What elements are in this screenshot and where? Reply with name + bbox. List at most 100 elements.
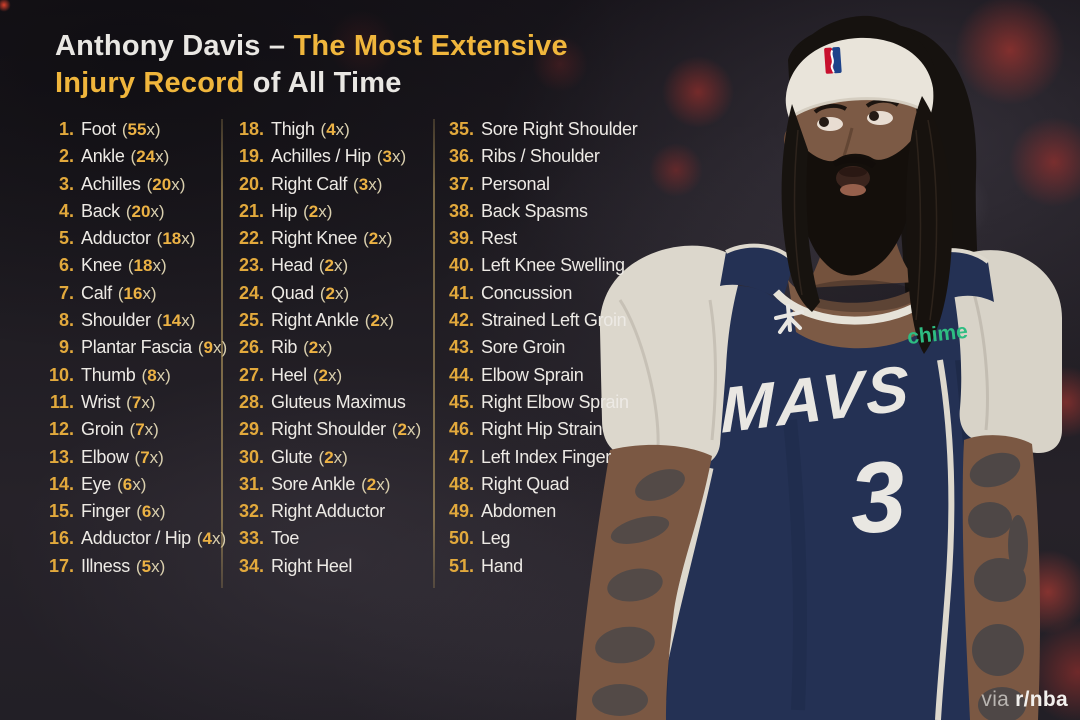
beard xyxy=(795,134,917,276)
injury-number: 37. xyxy=(448,173,474,194)
title-part-2: The Most Extensive xyxy=(293,30,568,62)
injury-item: 21. Hip (2x) xyxy=(236,201,421,228)
injury-item: 23. Head (2x) xyxy=(236,255,421,282)
injury-item: 12. Groin (7x) xyxy=(46,419,227,446)
injury-label: Rib xyxy=(271,337,298,358)
injury-number: 18. xyxy=(238,119,264,139)
injury-number: 10. xyxy=(48,364,74,385)
injury-label: Finger xyxy=(81,501,131,522)
title-part-1: Anthony Davis – xyxy=(55,30,294,62)
injury-number: 21. xyxy=(238,200,264,221)
injury-item: 45. Right Elbow Sprain xyxy=(446,392,637,419)
injury-number: 2. xyxy=(58,146,74,167)
injury-label: Right Quad xyxy=(481,473,570,494)
injury-label: Hip xyxy=(271,200,298,221)
injury-label: Leg xyxy=(481,528,511,549)
injury-label: Adductor / Hip xyxy=(81,528,191,549)
injury-count: (6x) xyxy=(117,474,147,494)
credit-prefix: via xyxy=(981,688,1010,711)
injury-count: (2x) xyxy=(319,283,350,303)
injury-label: Ribs / Shoulder xyxy=(481,146,600,167)
injury-number: 26. xyxy=(238,337,264,358)
injury-number: 9. xyxy=(58,337,74,358)
injury-item: 42. Strained Left Groin xyxy=(446,310,637,337)
injury-item: 1. Foot (55x) xyxy=(46,119,227,146)
injury-number: 13. xyxy=(48,446,74,467)
injury-count: (2x) xyxy=(361,474,391,494)
injury-number: 46. xyxy=(448,419,474,440)
injury-item: 36. Ribs / Shoulder xyxy=(446,146,637,173)
injury-number: 25. xyxy=(238,310,264,331)
injury-number: 28. xyxy=(238,391,264,412)
injury-item: 30. Glute (2x) xyxy=(236,447,421,474)
injury-number: 35. xyxy=(448,119,474,139)
injury-count: (5x) xyxy=(135,556,166,576)
injury-number: 51. xyxy=(448,555,474,576)
injury-label: Abdomen xyxy=(481,501,556,522)
injury-item: 13. Elbow (7x) xyxy=(46,447,227,474)
injury-label: Wrist xyxy=(81,391,121,412)
injury-number: 48. xyxy=(448,473,474,494)
injury-number: 19. xyxy=(238,146,264,167)
jumpman-logo xyxy=(774,304,804,334)
injury-item: 17. Illness (5x) xyxy=(46,556,227,583)
injury-item: 47. Left Index Finger xyxy=(446,447,637,474)
injury-item: 27. Heel (2x) xyxy=(236,365,421,392)
injury-item: 28. Gluteus Maximus xyxy=(236,392,421,419)
injury-count: (2x) xyxy=(312,365,343,385)
injury-number: 20. xyxy=(238,173,264,194)
injury-count: (2x) xyxy=(318,447,348,467)
injury-label: Adductor xyxy=(81,228,151,249)
nba-logo xyxy=(824,47,842,74)
injury-number: 6. xyxy=(58,255,74,276)
injury-label: Left Index Finger xyxy=(481,446,611,467)
injury-column-1: 1. Foot (55x) 2. Ankle (24x) 3. Achilles (20x) 4.… xyxy=(46,119,227,583)
injury-label: Right Calf xyxy=(271,173,348,194)
injury-number: 38. xyxy=(448,200,474,221)
injury-number: 45. xyxy=(448,391,474,412)
injury-item: 2. Ankle (24x) xyxy=(46,146,227,173)
injury-count: (7x) xyxy=(129,420,159,440)
injury-count: (3x) xyxy=(353,174,383,194)
injury-label: Illness xyxy=(81,555,130,576)
injury-number: 34. xyxy=(238,555,264,576)
title-part-3: Injury Record xyxy=(55,67,245,99)
injury-item: 40. Left Knee Swelling xyxy=(446,255,637,282)
injury-number: 36. xyxy=(448,146,474,167)
injury-label: Concussion xyxy=(481,282,573,303)
injury-count: (6x) xyxy=(136,502,166,522)
injury-label: Elbow xyxy=(81,446,129,467)
credit: via r/nba xyxy=(981,688,1068,712)
injury-number: 33. xyxy=(238,528,264,549)
injury-number: 42. xyxy=(448,310,474,331)
title-part-4: of All Time xyxy=(244,67,402,99)
injury-number: 29. xyxy=(238,419,264,440)
injury-label: Thumb xyxy=(81,364,136,385)
credit-source: r/nba xyxy=(1015,688,1068,711)
injury-item: 29. Right Shoulder (2x) xyxy=(236,419,421,446)
injury-number: 30. xyxy=(238,446,264,467)
injury-count: (55x) xyxy=(121,120,161,139)
injury-number: 40. xyxy=(448,255,474,276)
injury-label: Calf xyxy=(81,282,112,303)
injury-item: 15. Finger (6x) xyxy=(46,501,227,528)
injury-count: (20x) xyxy=(125,201,165,221)
injury-column-2: 18. Thigh (4x) 19. Achilles / Hip (3x) 20. Righ… xyxy=(236,119,421,583)
injury-number: 39. xyxy=(448,228,474,249)
injury-label: Right Elbow Sprain xyxy=(481,391,629,412)
injury-item: 41. Concussion xyxy=(446,283,637,310)
page-title: Anthony Davis – The Most Extensive Injur… xyxy=(55,28,568,102)
injury-count: (2x) xyxy=(303,338,333,358)
injury-item: 9. Plantar Fascia(9x) xyxy=(46,337,227,364)
injury-count: (2x) xyxy=(318,256,349,276)
injury-number: 12. xyxy=(48,419,74,440)
injury-count: (7x) xyxy=(134,447,164,467)
injury-item: 49. Abdomen xyxy=(446,501,637,528)
injury-item: 5. Adductor (18x) xyxy=(46,228,227,255)
injury-item: 46. Right Hip Strain xyxy=(446,419,637,446)
injury-number: 7. xyxy=(58,282,74,303)
injury-item: 35. Sore Right Shoulder xyxy=(446,119,638,146)
injury-item: 32. Right Adductor xyxy=(236,501,421,528)
column-divider-2 xyxy=(433,119,435,588)
injury-number: 8. xyxy=(58,310,74,331)
